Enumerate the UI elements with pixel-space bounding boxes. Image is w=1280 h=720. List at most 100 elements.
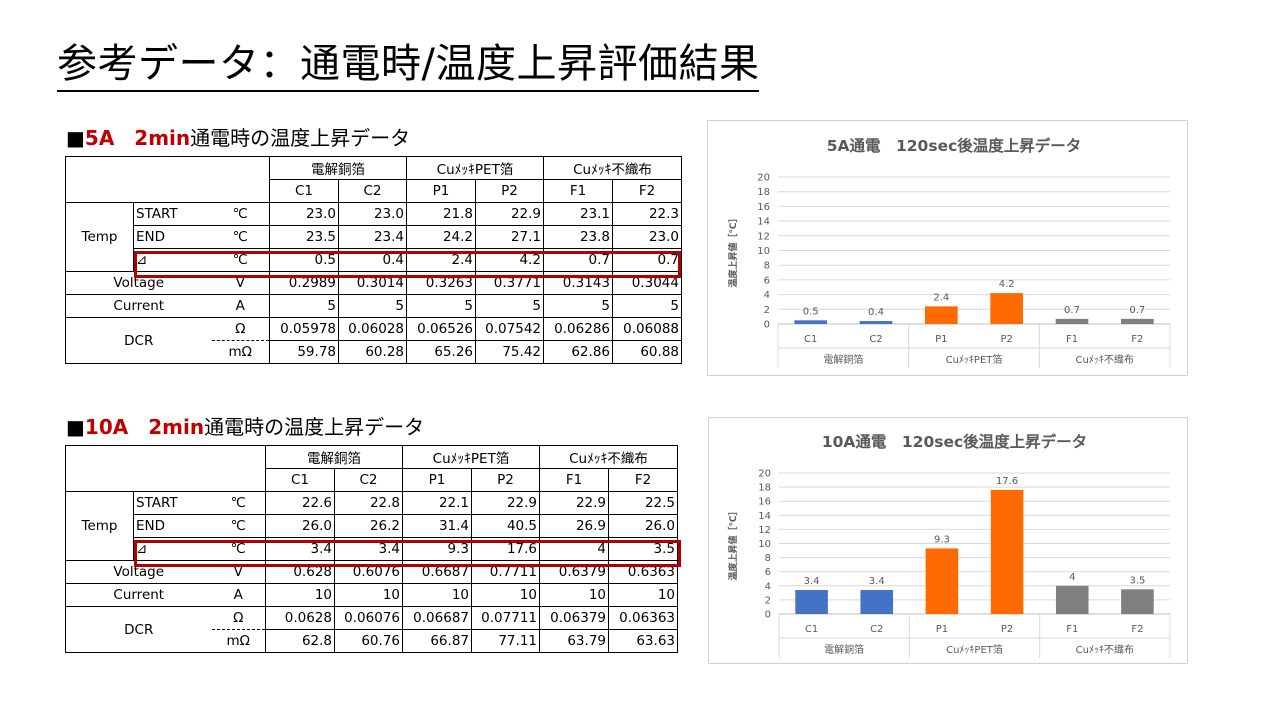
value-cell: 22.1 [402, 491, 472, 515]
dcr-label: DCR [65, 606, 212, 653]
data-label: 0.4 [868, 307, 884, 318]
section-heading-text: 通電時の温度上昇データ [190, 126, 411, 150]
y-tick-label: 18 [757, 187, 770, 198]
y-tick-label: 2 [765, 595, 771, 606]
unit-cell: ℃ [211, 514, 266, 538]
data-label: 9.3 [934, 534, 950, 545]
bar-f1 [1055, 318, 1089, 324]
y-tick-label: 8 [764, 261, 770, 272]
bar-f2 [1121, 318, 1154, 324]
value-cell: 65.26 [406, 340, 476, 364]
value-cell: 10 [539, 583, 609, 607]
delta-row-highlight [134, 251, 681, 278]
y-tick-label: 10 [757, 246, 770, 257]
value-cell: 22.9 [475, 202, 544, 226]
y-tick-label: 10 [758, 539, 771, 550]
value-cell: 5 [406, 294, 476, 318]
bar-f2 [1121, 589, 1154, 614]
group-label: Cuﾒｯｷ不織布 [1076, 353, 1134, 366]
y-tick-label: 12 [758, 525, 771, 536]
x-tick-label: F1 [1066, 624, 1078, 635]
unit-cell: ℃ [211, 225, 270, 249]
y-tick-label: 0 [765, 610, 771, 621]
column-header: F2 [608, 468, 678, 492]
value-cell: 60.88 [612, 340, 682, 364]
column-header: P2 [471, 468, 540, 492]
row-label: END [133, 225, 212, 249]
x-tick-label: P2 [1001, 624, 1013, 635]
unit-cell: A [211, 583, 266, 607]
chart-title: 10A通電 120sec後温度上昇データ [822, 432, 1087, 451]
chart-title: 5A通電 120sec後温度上昇データ [827, 136, 1082, 155]
value-cell: 5 [338, 294, 407, 318]
column-header: C2 [334, 468, 403, 492]
value-cell: 22.8 [334, 491, 403, 515]
bar-c1 [795, 590, 828, 614]
group-label: Cuﾒｯｷ不織布 [1076, 643, 1134, 656]
value-cell: 60.28 [338, 340, 407, 364]
value-cell: 26.2 [334, 514, 403, 538]
section-heading-5a: ■5A 2min通電時の温度上昇データ [66, 125, 410, 151]
column-header: P1 [402, 468, 472, 492]
column-header: F1 [543, 179, 613, 203]
bar-p2 [990, 293, 1023, 324]
group-header: CuﾒｯｷPET箔 [402, 445, 540, 469]
column-header: F1 [539, 468, 609, 492]
group-label: 電解銅箔 [824, 643, 864, 656]
value-cell: 27.1 [475, 225, 544, 249]
chart-5a: 5A通電 120sec後温度上昇データ 温度上昇値［℃］ 0 2 4 6 8 10 12 14 16… [707, 120, 1188, 376]
group-label: CuﾒｯｷPET箔 [946, 353, 1003, 366]
y-axis-label: 温度上昇値［℃］ [727, 507, 739, 581]
data-label: 0.5 [803, 306, 819, 317]
delta-row-highlight [134, 540, 681, 567]
group-header: 電解銅箔 [269, 156, 407, 180]
data-label: 4 [1069, 572, 1075, 583]
value-cell: 23.0 [612, 225, 682, 249]
x-tick-label: P2 [1000, 334, 1012, 345]
unit-cell: A [211, 294, 270, 318]
y-tick-label: 2 [764, 305, 770, 316]
value-cell: 22.3 [612, 202, 682, 226]
temp-label: Temp [65, 202, 134, 272]
value-cell: 26.0 [265, 514, 335, 538]
row-label: START [133, 202, 212, 226]
value-cell: 10 [471, 583, 540, 607]
temperature-table-5a: 電解銅箔 CuﾒｯｷPET箔 Cuﾒｯｷ不織布 C1 C2 P1 P2 F1 F2 Temp STA… [65, 156, 682, 364]
y-tick-label: 20 [757, 173, 770, 184]
bar-c2 [859, 321, 893, 324]
bar-p1 [925, 306, 958, 324]
y-tick-label: 16 [758, 497, 771, 508]
page-title: 参考データ：通電時/温度上昇評価結果 [57, 38, 760, 92]
x-tick-label: F2 [1131, 334, 1143, 345]
data-label: 3.4 [869, 576, 885, 587]
value-cell: 5 [612, 294, 682, 318]
data-label: 0.7 [1064, 305, 1080, 316]
value-cell: 26.9 [539, 514, 609, 538]
x-tick-label: P1 [935, 334, 947, 345]
group-header: CuﾒｯｷPET箔 [406, 156, 544, 180]
value-cell: 63.63 [608, 629, 678, 653]
chart-10a: 10A通電 120sec後温度上昇データ 温度上昇値［℃］ 0 2 4 6 8 10 12 14 1… [708, 417, 1188, 664]
section-heading-highlight: 10A 2min [84, 415, 205, 439]
unit-cell: mΩ [211, 340, 270, 364]
value-cell: 0.06379 [539, 606, 609, 630]
column-header: P2 [475, 179, 544, 203]
value-cell: 0.07542 [475, 317, 544, 341]
bar-p1 [925, 548, 959, 614]
group-header: Cuﾒｯｷ不織布 [543, 156, 682, 180]
data-label: 3.5 [1129, 575, 1145, 586]
row-label: END [133, 514, 212, 538]
row-label: START [133, 491, 212, 515]
bar-c2 [860, 590, 894, 614]
group-label: 電解銅箔 [823, 353, 863, 366]
x-tick-label: P1 [936, 624, 948, 635]
dcr-label: DCR [65, 317, 212, 364]
value-cell: 24.2 [406, 225, 476, 249]
value-cell: 59.78 [269, 340, 339, 364]
unit-cell: ℃ [211, 202, 270, 226]
value-cell: 22.9 [471, 491, 540, 515]
value-cell: 66.87 [402, 629, 472, 653]
y-tick-label: 14 [757, 217, 770, 228]
data-label: 4.2 [999, 279, 1015, 290]
data-label: 2.4 [933, 292, 949, 303]
